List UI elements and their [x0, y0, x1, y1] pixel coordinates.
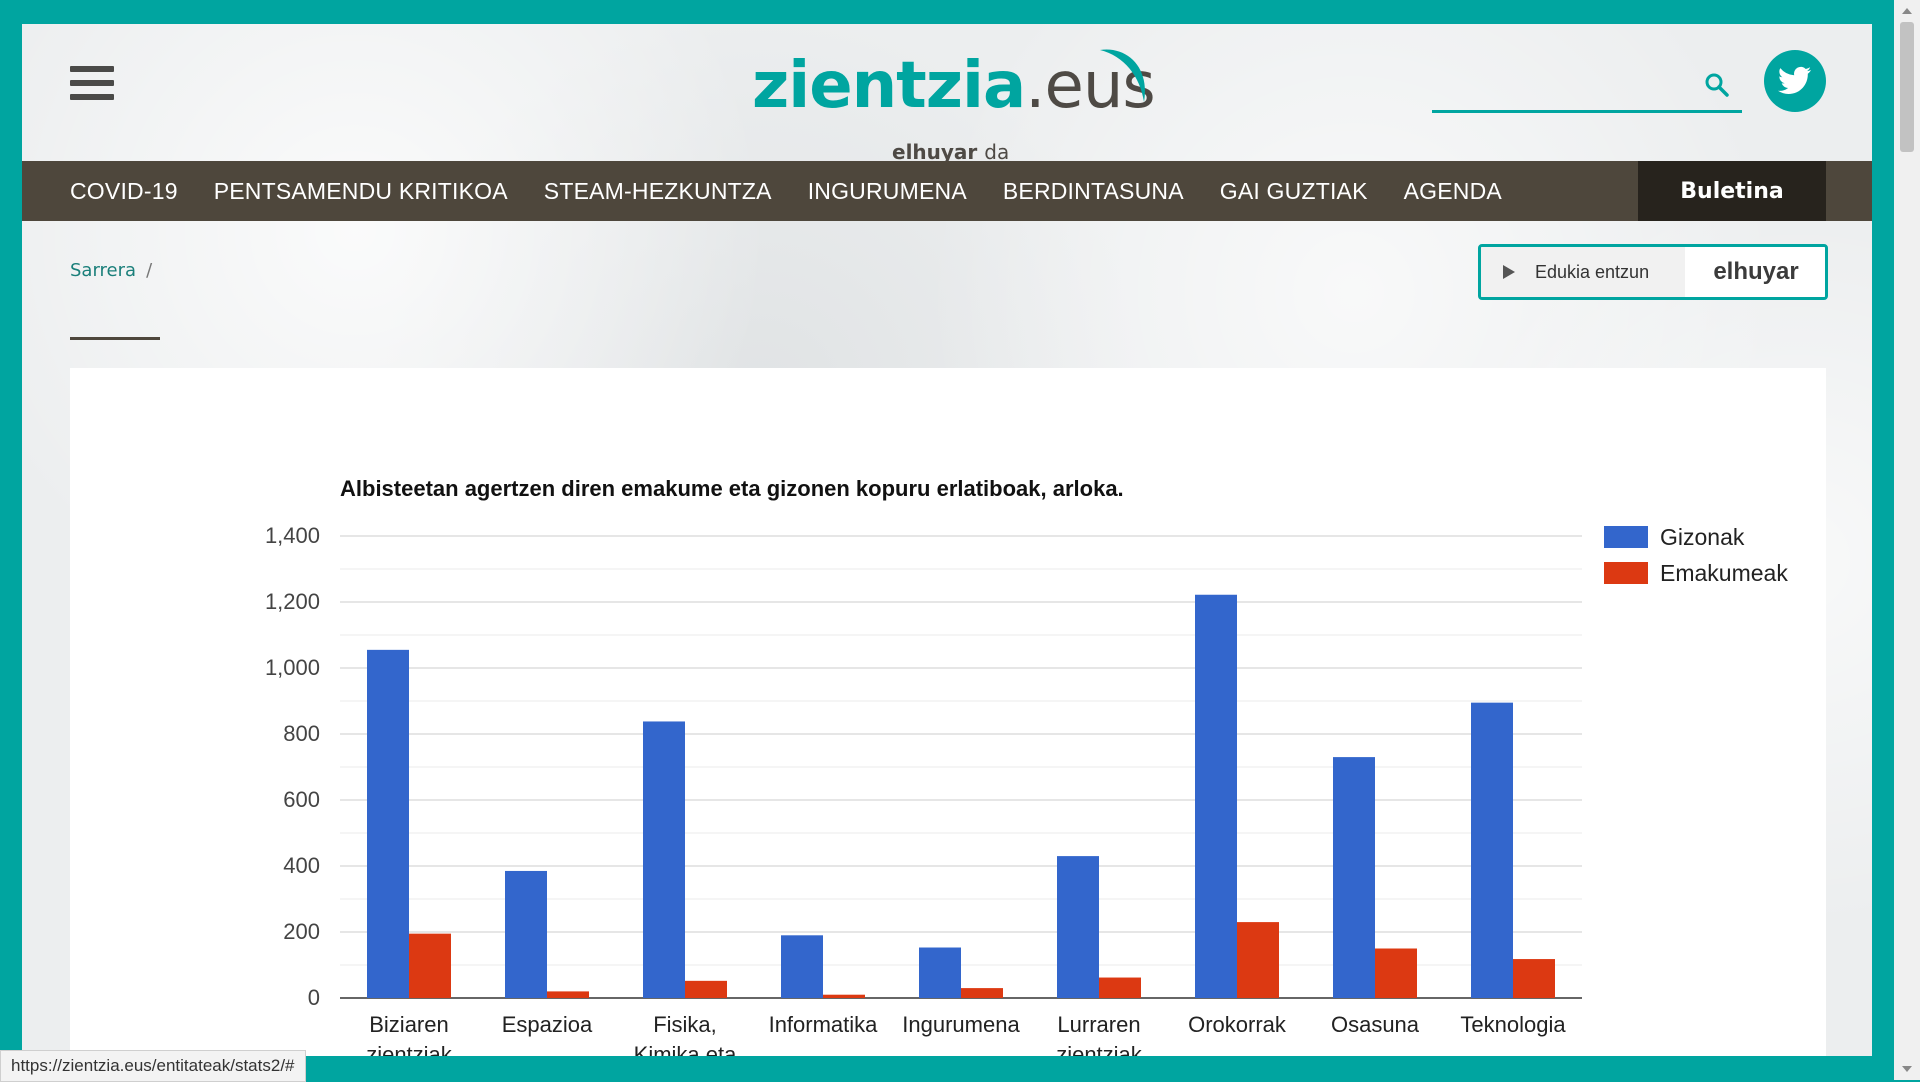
- scroll-up-icon[interactable]: [1902, 8, 1912, 14]
- x-tick-label: Fisika,: [653, 1012, 717, 1037]
- x-tick-label: Biziaren: [369, 1012, 448, 1037]
- page: zientzia.eus elhuyar da COVID-19 PENTSAM…: [22, 24, 1872, 1056]
- legend-label: Gizonak: [1660, 524, 1745, 550]
- scroll-thumb[interactable]: [1900, 22, 1914, 152]
- y-tick-label: 1,400: [265, 523, 320, 548]
- listen-label: Edukia entzun: [1535, 261, 1650, 282]
- bar-emakumeak: [1375, 948, 1417, 998]
- site-logo[interactable]: zientzia.eus elhuyar da: [752, 44, 1172, 164]
- scroll-down-icon[interactable]: [1902, 1066, 1912, 1072]
- bar-emakumeak: [1237, 922, 1279, 998]
- bar-gizonak: [919, 947, 961, 998]
- bar-emakumeak: [1099, 977, 1141, 998]
- bar-gizonak: [1195, 594, 1237, 998]
- search-input[interactable]: [1432, 70, 1696, 104]
- search-icon[interactable]: [1704, 72, 1730, 98]
- x-tick-label: Kimika eta: [634, 1042, 737, 1056]
- nav-items: COVID-19 PENTSAMENDU KRITIKOA STEAM-HEZK…: [70, 161, 1538, 221]
- logo-arc-icon: [1100, 49, 1145, 102]
- main-nav: COVID-19 PENTSAMENDU KRITIKOA STEAM-HEZK…: [22, 161, 1872, 221]
- x-tick-label: zientziak: [1056, 1042, 1143, 1056]
- breadcrumb: Sarrera /: [70, 260, 152, 281]
- twitter-icon[interactable]: [1764, 50, 1826, 112]
- x-tick-label: zientziak: [366, 1042, 453, 1056]
- twitter-bird-icon: [1778, 66, 1811, 94]
- breadcrumb-separator: /: [146, 260, 153, 281]
- x-tick-label: Teknologia: [1460, 1012, 1566, 1037]
- bar-emakumeak: [961, 988, 1003, 998]
- y-tick-label: 400: [283, 853, 320, 878]
- nav-item-berdintasuna[interactable]: BERDINTASUNA: [1002, 177, 1184, 204]
- bar-gizonak: [367, 649, 409, 998]
- bar-gizonak: [643, 721, 685, 998]
- bar-emakumeak: [685, 980, 727, 998]
- y-tick-label: 0: [308, 985, 320, 1010]
- x-tick-label: Orokorrak: [1188, 1012, 1287, 1037]
- legend-swatch: [1604, 562, 1648, 584]
- x-tick-label: Lurraren: [1057, 1012, 1140, 1037]
- y-tick-label: 600: [283, 787, 320, 812]
- y-tick-label: 1,200: [265, 589, 320, 614]
- newsletter-button[interactable]: Buletina: [1638, 161, 1826, 221]
- status-bar-url: https://zientzia.eus/entitateak/stats2/#: [0, 1050, 306, 1082]
- bar-gizonak: [1333, 757, 1375, 998]
- nav-item-steam-hezkuntza[interactable]: STEAM-HEZKUNTZA: [543, 177, 772, 204]
- chart-title: Albisteetan agertzen diren emakume eta g…: [340, 476, 1124, 501]
- menu-icon[interactable]: [70, 66, 114, 106]
- bar-emakumeak: [1513, 959, 1555, 998]
- nav-item-agenda[interactable]: AGENDA: [1403, 177, 1502, 204]
- breadcrumb-home-link[interactable]: Sarrera: [70, 260, 137, 281]
- listen-play-button[interactable]: Edukia entzun: [1481, 247, 1685, 297]
- nav-item-covid[interactable]: COVID-19: [70, 177, 178, 204]
- nav-item-gai-guztiak[interactable]: GAI GUZTIAK: [1219, 177, 1368, 204]
- legend-label: Emakumeak: [1660, 560, 1788, 586]
- legend-swatch: [1604, 526, 1648, 548]
- nav-item-pentsamendu-kritikoa[interactable]: PENTSAMENDU KRITIKOA: [213, 177, 508, 204]
- bar-gizonak: [505, 870, 547, 998]
- page-scrollbar[interactable]: [1894, 0, 1920, 1080]
- bar-gizonak: [1057, 856, 1099, 998]
- bar-emakumeak: [823, 994, 865, 998]
- nav-item-ingurumena[interactable]: INGURUMENA: [807, 177, 967, 204]
- bar-chart: Albisteetan agertzen diren emakume eta g…: [265, 476, 1788, 1056]
- chart-card: Albisteetan agertzen diren emakume eta g…: [70, 368, 1826, 1056]
- bar-emakumeak: [547, 991, 589, 998]
- x-tick-label: Espazioa: [502, 1012, 593, 1037]
- title-underline: [70, 337, 160, 340]
- y-tick-label: 800: [283, 721, 320, 746]
- y-tick-label: 1,000: [265, 655, 320, 680]
- elhuyar-logo[interactable]: elhuyar: [1687, 247, 1825, 297]
- x-tick-label: Informatika: [769, 1012, 879, 1037]
- bar-gizonak: [1471, 702, 1513, 998]
- x-tick-label: Ingurumena: [902, 1012, 1020, 1037]
- search-box: [1432, 64, 1742, 113]
- bar-gizonak: [781, 935, 823, 998]
- y-tick-label: 200: [283, 919, 320, 944]
- listen-widget: Edukia entzun elhuyar: [1478, 244, 1828, 300]
- x-tick-label: Osasuna: [1331, 1012, 1420, 1037]
- bar-emakumeak: [409, 933, 451, 998]
- play-icon: [1503, 265, 1515, 279]
- logo-subtitle: elhuyar da: [892, 140, 1010, 164]
